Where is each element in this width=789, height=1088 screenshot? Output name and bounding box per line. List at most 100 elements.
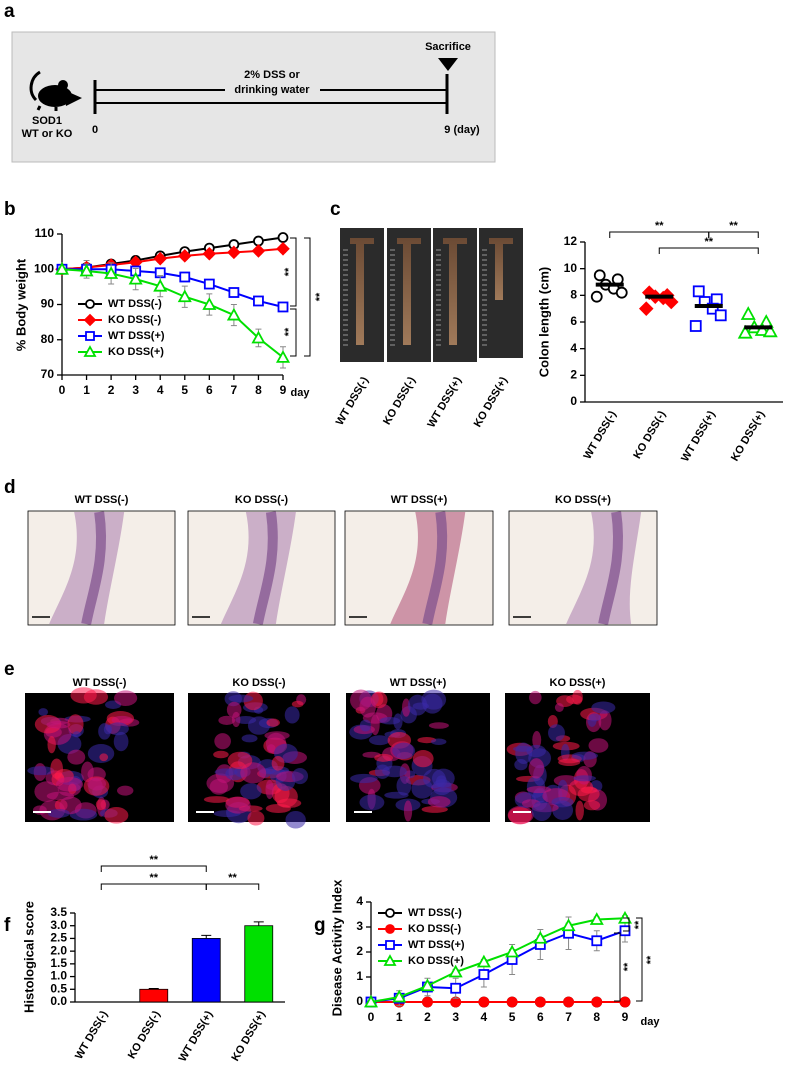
x-tick-label: WT DSS(-) xyxy=(582,409,619,462)
marker xyxy=(638,301,654,316)
if-signal xyxy=(349,689,458,822)
if-blob xyxy=(508,807,532,825)
series-line xyxy=(61,247,284,271)
significance-label: ** xyxy=(228,872,237,884)
y-tick-label: 2 xyxy=(356,944,363,958)
y-tick-label: 10 xyxy=(564,261,578,275)
marker xyxy=(478,969,490,980)
marker xyxy=(153,278,168,292)
if-blob xyxy=(206,773,235,794)
if-blob xyxy=(203,796,230,803)
marker xyxy=(563,996,574,1008)
if-blob xyxy=(598,710,612,731)
if-blob xyxy=(284,706,300,724)
x-tick-label: KO DSS(-) xyxy=(631,409,668,461)
y-tick-label: 80 xyxy=(41,332,55,346)
if-blob xyxy=(247,810,265,826)
marker xyxy=(251,244,266,258)
marker xyxy=(591,996,603,1008)
y-tick-label: 8 xyxy=(570,288,577,302)
micrograph-title: WT DSS(-) xyxy=(73,677,127,689)
marker xyxy=(179,271,191,283)
marker xyxy=(420,978,435,992)
if-blob xyxy=(548,724,565,742)
if-blob xyxy=(291,768,309,785)
y-axis-label: Disease Activity Index xyxy=(329,879,344,1017)
micrograph-title: KO DSS(-) xyxy=(232,677,286,689)
timeline-start: 0 xyxy=(92,124,98,136)
if-blob xyxy=(412,750,434,768)
y-tick-label: 0 xyxy=(570,394,577,408)
if-blob xyxy=(50,758,63,779)
error-bar xyxy=(148,988,159,990)
marker xyxy=(79,263,94,277)
if-blob xyxy=(113,731,129,752)
micrograph-title: WT DSS(-) xyxy=(75,494,129,506)
if-blob xyxy=(107,722,129,736)
photo-label: KO DSS(+) xyxy=(472,375,511,430)
x-tick-label: 7 xyxy=(565,1010,572,1024)
marker xyxy=(762,323,778,338)
series-line xyxy=(61,268,284,359)
legend-marker xyxy=(383,954,397,966)
x-tick-label: 3 xyxy=(452,1010,459,1024)
significance-bracket xyxy=(290,237,297,307)
x-tick-label: KO DSS(+) xyxy=(729,409,768,464)
if-blob xyxy=(379,717,401,725)
bar xyxy=(139,988,169,1003)
if-blob xyxy=(591,701,616,714)
if-blob xyxy=(554,703,564,712)
significance-label: ** xyxy=(149,854,158,866)
x-tick-label: 1 xyxy=(396,1010,403,1024)
x-tick-label: KO DSS(+) xyxy=(230,1009,269,1064)
if-blob xyxy=(285,810,306,829)
marker xyxy=(706,302,719,315)
marker xyxy=(476,954,491,968)
if-blob xyxy=(47,736,56,754)
colon-specimen xyxy=(350,238,374,345)
if-blob xyxy=(266,744,276,753)
if-blob xyxy=(551,796,574,808)
panel-label: d xyxy=(4,477,16,498)
marker xyxy=(178,249,192,263)
colon-specimen xyxy=(489,238,513,300)
legend-label: KO DSS(-) xyxy=(108,314,162,326)
marker xyxy=(593,269,606,282)
if-blob xyxy=(529,690,542,705)
y-tick-label: 2 xyxy=(570,368,577,382)
if-blob xyxy=(67,749,86,765)
x-tick-label: 3 xyxy=(132,383,139,397)
legend-label: WT DSS(+) xyxy=(108,330,165,342)
panel-label: e xyxy=(4,659,15,680)
marker xyxy=(277,232,289,243)
if-blob xyxy=(580,786,598,794)
significance-label: ** xyxy=(622,962,634,971)
significance-bracket xyxy=(623,917,630,932)
if-blob xyxy=(271,756,285,771)
if-blob xyxy=(214,733,231,750)
panel-label: c xyxy=(330,199,341,220)
if-blob xyxy=(99,753,109,762)
if-blob xyxy=(95,799,107,811)
y-tick-label: 1 xyxy=(356,969,363,983)
legend-label: KO DSS(+) xyxy=(108,346,164,358)
marker xyxy=(104,266,119,279)
x-tick-label: 7 xyxy=(231,383,238,397)
subject-line: SOD1 xyxy=(32,115,62,127)
if-blob xyxy=(83,689,109,705)
y-tick-label: 6 xyxy=(570,314,577,328)
if-blob xyxy=(588,713,601,722)
if-blob xyxy=(526,785,552,794)
bar xyxy=(191,938,221,1003)
legend-marker xyxy=(83,345,97,357)
significance-label: ** xyxy=(314,292,326,301)
if-blob xyxy=(240,783,262,800)
y-tick-label: 3.5 xyxy=(50,905,67,919)
micrograph-title: KO DSS(+) xyxy=(555,494,611,506)
x-tick-label: 5 xyxy=(181,383,188,397)
marker xyxy=(506,996,518,1008)
y-tick-label: 90 xyxy=(41,297,55,311)
marker xyxy=(663,294,679,310)
if-blob xyxy=(370,714,380,736)
photo-label: WT DSS(-) xyxy=(334,375,371,428)
